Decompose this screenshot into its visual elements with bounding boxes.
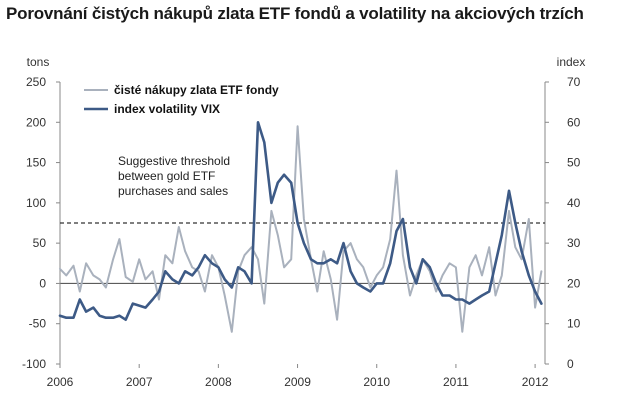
right-tick-label: 0 — [567, 357, 574, 371]
annotation-line: between gold ETF — [118, 169, 215, 183]
left-unit-label: tons — [27, 55, 50, 69]
right-tick-label: 60 — [567, 115, 581, 129]
legend: čisté nákupy zlata ETF fondy index volati… — [84, 83, 279, 116]
x-tick-label: 2012 — [522, 375, 549, 389]
x-tick-label: 2010 — [363, 375, 390, 389]
left-tick-label: 100 — [26, 196, 46, 210]
right-tick-label: 20 — [567, 276, 581, 290]
left-tick-label: 250 — [26, 75, 46, 89]
x-tick-label: 2009 — [284, 375, 311, 389]
x-tick-label: 2006 — [47, 375, 74, 389]
x-tick-label: 2008 — [205, 375, 232, 389]
right-tick-label: 50 — [567, 156, 581, 170]
left-tick-label: -50 — [29, 317, 47, 331]
left-tick-label: 150 — [26, 156, 46, 170]
left-tick-label: 200 — [26, 115, 46, 129]
legend-label: čisté nákupy zlata ETF fondy — [114, 83, 279, 97]
series-line-vix — [58, 121, 543, 322]
axes-group: tons index250200150100500-50-100706050403… — [22, 55, 585, 389]
right-unit-label: index — [557, 55, 586, 69]
right-tick-label: 40 — [567, 196, 581, 210]
left-tick-label: -100 — [22, 357, 46, 371]
x-tick-label: 2011 — [443, 375, 469, 389]
x-tick-label: 2007 — [126, 375, 153, 389]
chart-title: Porovnání čistých nákupů zlata ETF fondů… — [6, 4, 584, 23]
legend-label: index volatility VIX — [114, 102, 220, 116]
right-tick-label: 70 — [567, 75, 581, 89]
left-tick-label: 0 — [39, 276, 46, 290]
series-group — [58, 121, 543, 333]
series-line-etf-purchases — [59, 125, 543, 333]
annotation-line: purchases and sales — [118, 184, 228, 198]
left-tick-label: 50 — [33, 236, 47, 250]
right-tick-label: 10 — [567, 317, 581, 331]
right-tick-label: 30 — [567, 236, 581, 250]
annotation-line: Suggestive threshold — [118, 154, 230, 168]
